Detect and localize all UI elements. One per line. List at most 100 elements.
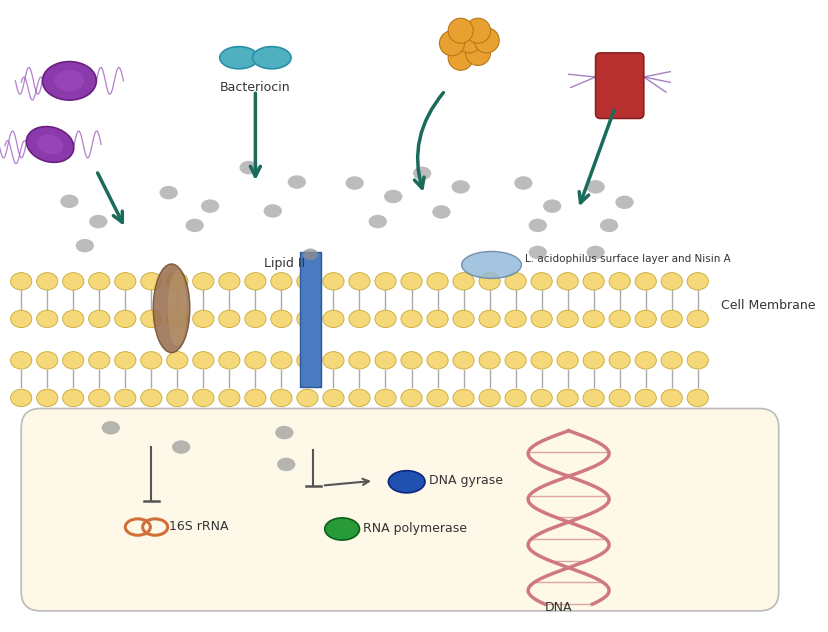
Ellipse shape [401,351,421,369]
Ellipse shape [431,205,450,219]
Ellipse shape [193,351,214,369]
Ellipse shape [114,389,136,406]
Ellipse shape [36,272,58,290]
Ellipse shape [401,310,421,327]
Ellipse shape [114,272,136,290]
Ellipse shape [159,186,177,199]
Ellipse shape [599,219,618,232]
FancyBboxPatch shape [22,408,777,611]
Ellipse shape [585,180,604,193]
Ellipse shape [686,272,707,290]
Ellipse shape [609,272,629,290]
Ellipse shape [89,272,110,290]
Ellipse shape [452,310,474,327]
Ellipse shape [585,246,604,259]
Circle shape [465,18,490,43]
Ellipse shape [504,310,526,327]
Ellipse shape [271,310,291,327]
Ellipse shape [322,310,344,327]
Ellipse shape [193,272,214,290]
Ellipse shape [296,389,318,406]
Ellipse shape [582,310,604,327]
Ellipse shape [479,272,499,290]
Ellipse shape [193,389,214,406]
Ellipse shape [141,310,161,327]
Ellipse shape [153,264,190,353]
Ellipse shape [383,190,402,204]
Text: Cell Membrane: Cell Membrane [720,299,815,312]
Ellipse shape [556,310,578,327]
Ellipse shape [219,389,239,406]
Ellipse shape [504,272,526,290]
Ellipse shape [296,272,318,290]
Ellipse shape [219,351,239,369]
Ellipse shape [141,351,161,369]
Ellipse shape [11,389,31,406]
Ellipse shape [426,272,448,290]
Ellipse shape [193,310,214,327]
Ellipse shape [11,351,31,369]
Ellipse shape [75,239,94,252]
Bar [300,252,320,387]
Ellipse shape [239,161,258,174]
Ellipse shape [271,272,291,290]
Ellipse shape [11,310,31,327]
Ellipse shape [609,310,629,327]
Text: L. acidophilus surface layer and Nisin A: L. acidophilus surface layer and Nisin A [525,254,730,264]
Ellipse shape [479,351,499,369]
Ellipse shape [452,351,474,369]
Text: RNA polymerase: RNA polymerase [363,521,467,535]
Ellipse shape [374,310,396,327]
Text: 16S rRNA: 16S rRNA [168,520,228,533]
Circle shape [456,28,481,53]
Text: DNA: DNA [545,600,572,614]
Ellipse shape [634,272,656,290]
Ellipse shape [253,47,291,69]
Ellipse shape [556,272,578,290]
Ellipse shape [37,135,63,154]
Ellipse shape [349,310,369,327]
Circle shape [448,46,473,70]
Ellipse shape [322,272,344,290]
Circle shape [465,40,490,66]
Ellipse shape [374,272,396,290]
Ellipse shape [531,310,551,327]
Ellipse shape [263,204,282,217]
Ellipse shape [609,389,629,406]
Ellipse shape [141,272,161,290]
Ellipse shape [219,310,239,327]
Text: DNA gyrase: DNA gyrase [428,474,503,487]
Ellipse shape [531,272,551,290]
Ellipse shape [244,351,266,369]
Ellipse shape [582,351,604,369]
Ellipse shape [296,310,318,327]
Ellipse shape [11,272,31,290]
Ellipse shape [461,252,521,279]
Ellipse shape [528,246,546,259]
Ellipse shape [89,310,110,327]
Ellipse shape [325,518,359,540]
Circle shape [448,18,473,43]
Ellipse shape [114,310,136,327]
Ellipse shape [426,351,448,369]
Ellipse shape [531,351,551,369]
Ellipse shape [296,351,318,369]
FancyBboxPatch shape [595,53,643,118]
Ellipse shape [322,389,344,406]
Ellipse shape [660,389,681,406]
Ellipse shape [219,47,258,69]
Ellipse shape [26,126,74,162]
Ellipse shape [426,389,448,406]
Ellipse shape [166,389,188,406]
Ellipse shape [401,389,421,406]
Ellipse shape [60,195,79,208]
Text: Bacteriocin: Bacteriocin [219,81,291,94]
Ellipse shape [556,351,578,369]
Ellipse shape [368,215,387,228]
Ellipse shape [614,195,633,209]
Ellipse shape [63,272,84,290]
Ellipse shape [609,351,629,369]
Ellipse shape [55,70,84,92]
Ellipse shape [36,351,58,369]
Ellipse shape [686,389,707,406]
